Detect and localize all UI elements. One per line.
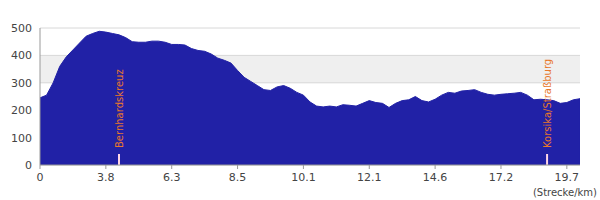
x-tick	[171, 165, 172, 169]
x-tick-label: 0	[37, 171, 44, 184]
x-tick-label: 3.8	[97, 171, 115, 184]
y-tick-label: 100	[11, 132, 32, 145]
annotation-marker	[118, 154, 120, 165]
x-tick-label: 12.1	[357, 171, 382, 184]
x-axis	[40, 165, 580, 166]
x-tick	[303, 165, 304, 169]
x-tick-label: 14.6	[423, 171, 448, 184]
elevation-area	[40, 31, 580, 165]
y-tick-label: 300	[11, 77, 32, 90]
x-tick	[435, 165, 436, 169]
y-tick-label: 0	[25, 159, 32, 172]
x-tick-label: 10.1	[291, 171, 316, 184]
x-tick	[566, 165, 567, 169]
annotation-label: Korsika/Straßburg	[542, 59, 553, 148]
x-tick-label: 19.7	[555, 171, 580, 184]
x-tick-label: 8.5	[229, 171, 247, 184]
chart: Bernhardskreuz Korsika/Straßburg 0 100 200 30…	[0, 0, 600, 200]
plot	[40, 31, 580, 165]
y-tick-label: 500	[11, 22, 32, 35]
x-tick	[369, 165, 370, 169]
x-tick-label: 17.2	[489, 171, 514, 184]
grid-line	[40, 165, 580, 166]
x-axis-label: (Strecke/km)	[533, 187, 597, 198]
x-tick	[40, 165, 41, 169]
y-axis	[40, 28, 41, 165]
x-tick	[105, 165, 106, 169]
y-tick-label: 200	[11, 104, 32, 117]
annotation-marker	[546, 154, 548, 165]
y-tick-label: 400	[11, 49, 32, 62]
x-tick	[237, 165, 238, 169]
grid-line	[40, 28, 580, 29]
x-tick	[500, 165, 501, 169]
annotation-label: Bernhardskreuz	[114, 69, 125, 148]
x-tick-label: 6.3	[163, 171, 181, 184]
